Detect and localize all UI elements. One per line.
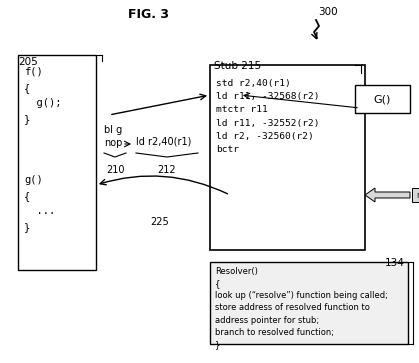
Text: nop: nop bbox=[104, 138, 122, 148]
Bar bbox=[412, 188, 419, 202]
Bar bbox=[18, 55, 96, 270]
Text: 210: 210 bbox=[106, 165, 124, 175]
Text: ld r2,40(r1): ld r2,40(r1) bbox=[136, 137, 191, 147]
Bar bbox=[210, 65, 365, 250]
Text: FIG. 3: FIG. 3 bbox=[127, 8, 168, 20]
Text: mispredictions: mispredictions bbox=[416, 191, 419, 200]
Text: std r2,40(r1)
ld r11, -32568(r2)
mtctr r11
ld r11, -32552(r2)
ld r2, -32560(r2)
: std r2,40(r1) ld r11, -32568(r2) mtctr r… bbox=[216, 79, 320, 154]
Text: Resolver()
{
look up (“resolve”) function being called;
store address of resolve: Resolver() { look up (“resolve”) functio… bbox=[215, 267, 388, 349]
Bar bbox=[210, 262, 408, 344]
Text: bl g: bl g bbox=[104, 125, 122, 135]
Polygon shape bbox=[365, 188, 410, 202]
Text: 225: 225 bbox=[150, 217, 169, 227]
Text: 300: 300 bbox=[318, 7, 338, 17]
Text: f()
{
  g();
}: f() { g(); } bbox=[24, 67, 62, 124]
Text: 212: 212 bbox=[158, 165, 176, 175]
Text: g()
{
  ...
}: g() { ... } bbox=[24, 175, 55, 232]
Text: Stub 215: Stub 215 bbox=[214, 61, 261, 71]
Text: G(): G() bbox=[374, 94, 391, 104]
Bar bbox=[355, 85, 410, 113]
Text: 205: 205 bbox=[18, 57, 38, 67]
Text: 134: 134 bbox=[385, 258, 405, 268]
